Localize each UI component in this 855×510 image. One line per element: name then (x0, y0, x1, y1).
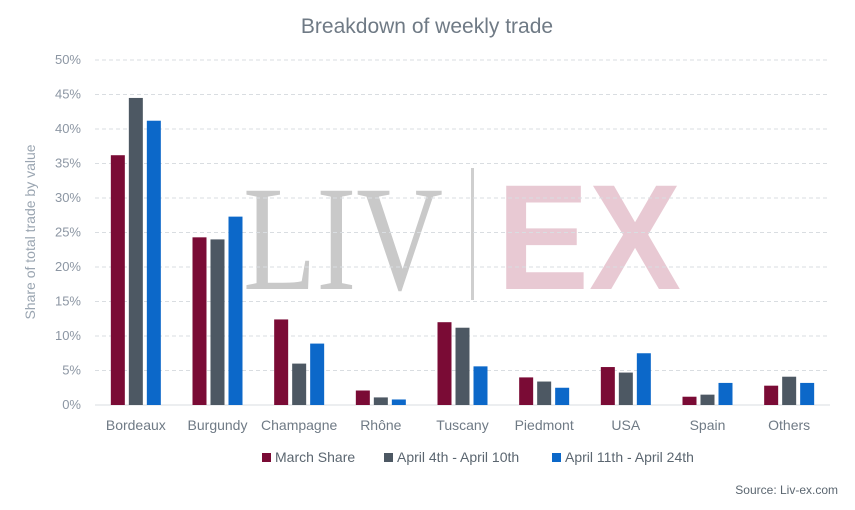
legend-swatch (262, 453, 271, 462)
bar (473, 366, 488, 405)
x-category-label: Bordeaux (106, 417, 166, 433)
x-category-label: Others (768, 417, 810, 433)
y-tick-label: 40% (55, 121, 81, 136)
bar (700, 394, 715, 405)
y-axis-ticks: 0% 5% 10% 15% 20% 25% 30% 35% 40% 45% 50% (55, 52, 81, 412)
bar (718, 382, 733, 405)
y-tick-label: 30% (55, 190, 81, 205)
watermark-divider (471, 168, 474, 300)
bar (764, 385, 779, 405)
bar (128, 97, 143, 405)
source-note: Source: Liv-ex.com (735, 483, 838, 497)
y-tick-label: 25% (55, 225, 81, 240)
bar (228, 216, 243, 405)
legend-swatch (552, 453, 561, 462)
y-tick-label: 5% (62, 363, 81, 378)
bar (292, 363, 307, 405)
legend: March Share April 4th - April 10th April 1… (262, 449, 694, 465)
legend-label: March Share (275, 449, 355, 465)
bar (192, 237, 207, 405)
y-tick-label: 20% (55, 259, 81, 274)
x-category-label: Rhône (360, 417, 401, 433)
bars (110, 97, 815, 405)
x-category-label: USA (611, 417, 640, 433)
y-tick-label: 35% (55, 156, 81, 171)
bar (519, 377, 534, 405)
x-category-label: Burgundy (188, 417, 248, 433)
watermark-ex: EX (497, 153, 681, 321)
bar (537, 381, 552, 405)
x-category-label: Piedmont (515, 417, 574, 433)
bar (618, 372, 633, 405)
x-category-label: Spain (690, 417, 726, 433)
legend-swatch (384, 453, 393, 462)
bar (682, 396, 697, 405)
x-axis-categories: Bordeaux Burgundy Champagne Rhône Tuscany Pie… (106, 417, 810, 433)
bar (373, 397, 388, 405)
bar (555, 387, 570, 405)
legend-label: April 11th - April 24th (565, 449, 694, 465)
y-tick-label: 0% (62, 397, 81, 412)
bar (600, 367, 615, 405)
bar (391, 399, 406, 405)
chart-title: Breakdown of weekly trade (301, 15, 553, 38)
x-category-label: Tuscany (436, 417, 488, 433)
bar (782, 376, 797, 405)
bar (210, 239, 225, 405)
x-category-label: Champagne (261, 417, 337, 433)
bar (310, 343, 325, 405)
bar (110, 155, 125, 405)
legend-label: April 4th - April 10th (397, 449, 519, 465)
bar (455, 327, 470, 405)
bar (355, 390, 370, 405)
watermark-liv: LIV (243, 156, 443, 322)
bar (437, 322, 452, 405)
y-axis-label: Share of total trade by value (22, 144, 38, 319)
y-tick-label: 10% (55, 328, 81, 343)
y-tick-label: 15% (55, 294, 81, 309)
y-tick-label: 45% (55, 87, 81, 102)
bar (274, 319, 289, 405)
y-tick-label: 50% (55, 52, 81, 67)
liv-ex-watermark: LIV EX (243, 153, 681, 322)
bar (146, 120, 161, 405)
bar (636, 353, 651, 405)
bar (800, 382, 815, 405)
